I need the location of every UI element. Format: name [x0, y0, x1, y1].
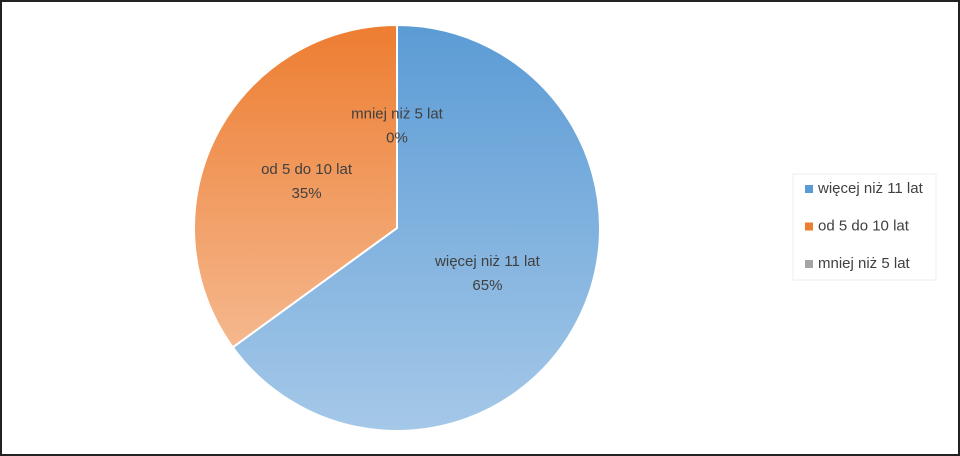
legend-label: mniej niż 5 lat — [818, 255, 911, 272]
data-label-value: 35% — [292, 185, 322, 202]
legend-box — [792, 173, 937, 281]
pie-slice — [193, 23, 398, 349]
data-label-value: 0% — [386, 129, 408, 146]
pie-slice — [231, 23, 601, 432]
legend-label: od 5 do 10 lat — [818, 217, 910, 234]
data-label-category: mniej niż 5 lat — [351, 105, 444, 122]
data-label-category: od 5 do 10 lat — [261, 161, 353, 178]
data-label-value: 65% — [472, 277, 502, 294]
legend-swatch — [805, 260, 813, 268]
legend-label: więcej niż 11 lat — [817, 180, 924, 197]
data-label-category: więcej niż 11 lat — [434, 253, 541, 270]
legend-swatch — [805, 185, 813, 193]
legend-swatch — [805, 222, 813, 231]
